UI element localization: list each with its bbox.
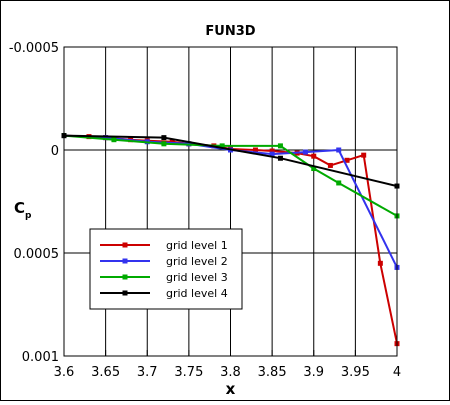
data-point-grid-level-3 — [311, 166, 317, 172]
x-tick-label: 3.85 — [258, 365, 287, 380]
data-point-grid-level-1 — [361, 152, 367, 158]
legend-swatch-marker — [122, 290, 128, 296]
y-axis-label-subscript: p — [25, 211, 32, 221]
x-tick-label: 3.75 — [174, 365, 203, 380]
series-layer — [61, 133, 400, 347]
legend: grid level 1 grid level 2 grid level 3 grid… — [89, 228, 243, 310]
tick-layer: 3.6 3.65 3.7 3.75 3.8 3.85 3.9 3.95 4 -0.0005 0 0.0… — [9, 41, 401, 380]
data-point-grid-level-2 — [269, 151, 275, 157]
legend-swatch-marker — [122, 274, 128, 280]
x-tick-label: 3.9 — [303, 365, 324, 380]
grid-layer — [63, 46, 398, 357]
y-tick-label: 0.001 — [22, 350, 59, 365]
y-tick-label: 0 — [51, 144, 59, 159]
data-point-grid-level-1 — [327, 162, 333, 168]
data-point-grid-level-4 — [277, 155, 283, 161]
legend-box — [89, 228, 243, 310]
x-axis-label: x — [226, 380, 236, 398]
data-point-grid-level-3 — [219, 143, 225, 149]
data-point-grid-level-1 — [377, 260, 383, 266]
data-point-grid-level-3 — [161, 141, 167, 147]
y-tick-label: 0.0005 — [14, 247, 60, 262]
x-tick-label: 3.95 — [341, 365, 370, 380]
legend-entry-label: grid level 4 — [166, 287, 228, 300]
data-point-grid-level-1 — [169, 139, 175, 145]
x-tick-label: 3.65 — [91, 365, 120, 380]
series-line-grid-level-3 — [63, 134, 398, 217]
data-point-grid-level-1 — [269, 148, 275, 154]
x-tick-label: 3.8 — [220, 365, 241, 380]
legend-entry-label: grid level 1 — [166, 239, 228, 252]
x-tick-label: 4 — [393, 365, 401, 380]
data-point-grid-level-2 — [103, 135, 109, 141]
data-point-grid-level-2 — [302, 149, 308, 155]
data-point-grid-level-3 — [277, 143, 283, 149]
y-axis-label: Cp — [14, 199, 32, 221]
legend-entry-label: grid level 3 — [166, 271, 228, 284]
x-tick-label: 3.7 — [137, 365, 158, 380]
data-point-grid-level-3 — [111, 137, 117, 143]
series-line-grid-level-4 — [63, 134, 398, 188]
x-tick-label: 3.6 — [54, 365, 75, 380]
legend-swatch-marker — [122, 242, 128, 248]
y-tick-label: -0.0005 — [9, 41, 59, 56]
data-point-grid-level-1 — [252, 147, 258, 153]
y-axis-label-main: C — [14, 199, 25, 217]
data-point-grid-level-4 — [161, 135, 167, 141]
data-point-grid-level-1 — [344, 157, 350, 163]
chart-title: FUN3D — [205, 24, 255, 39]
legend-swatch-marker — [122, 258, 128, 264]
legend-entry-label: grid level 2 — [166, 255, 228, 268]
data-point-grid-level-3 — [336, 180, 342, 186]
data-point-grid-level-2 — [336, 147, 342, 153]
data-point-grid-level-1 — [311, 153, 317, 159]
